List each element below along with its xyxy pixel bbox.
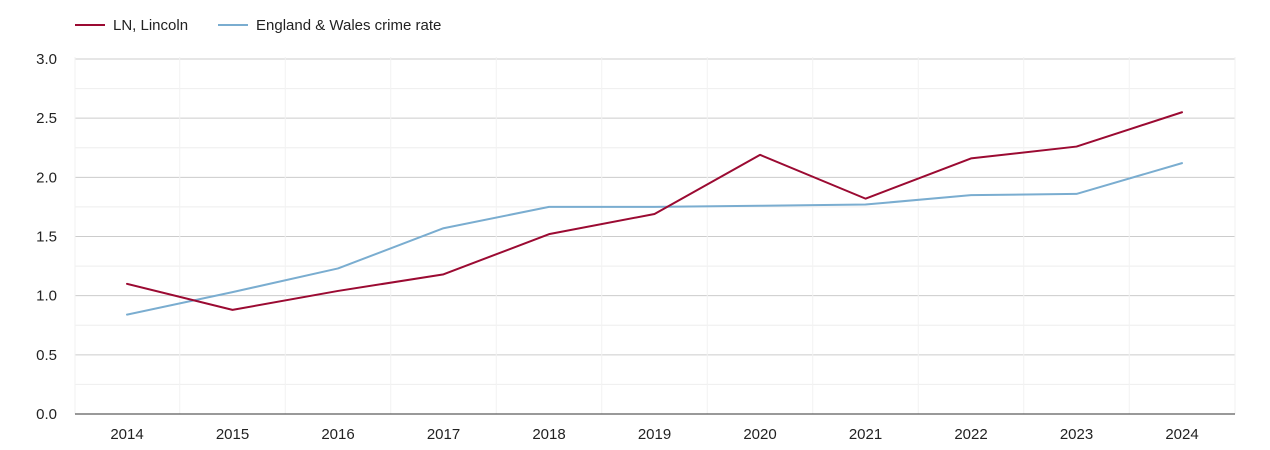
grid-lines	[74, 57, 1236, 414]
x-tick-label: 2022	[954, 426, 987, 443]
legend-item[interactable]: LN, Lincoln	[75, 17, 188, 34]
y-tick-label: 0.5	[36, 347, 57, 364]
x-tick-label: 2021	[849, 426, 882, 443]
x-tick-label: 2015	[216, 426, 249, 443]
x-tick-label: 2014	[110, 426, 143, 443]
y-tick-label: 3.0	[36, 51, 57, 68]
x-tick-label: 2020	[743, 426, 776, 443]
x-tick-label: 2017	[427, 426, 460, 443]
x-tick-label: 2018	[532, 426, 565, 443]
x-tick-label: 2023	[1060, 426, 1093, 443]
series-line-lincoln	[126, 111, 1183, 311]
y-tick-label: 1.0	[36, 288, 57, 305]
x-tick-label: 2019	[638, 426, 671, 443]
y-tick-label: 0.0	[36, 406, 57, 423]
legend: LN, Lincoln England & Wales crime rate	[75, 17, 441, 34]
legend-label: LN, Lincoln	[113, 17, 188, 34]
y-tick-labels: 0.0 0.5 1.0 1.5 2.0 2.5 3.0	[36, 51, 57, 423]
y-tick-label: 2.0	[36, 169, 57, 186]
x-tick-labels: 2014 2015 2016 2017 2018 2019 2020 2021 2022 2023…	[110, 426, 1198, 443]
legend-label: England & Wales crime rate	[256, 17, 441, 34]
legend-item[interactable]: England & Wales crime rate	[218, 17, 441, 34]
series-lines	[126, 111, 1183, 316]
y-tick-label: 2.5	[36, 110, 57, 127]
x-tick-label: 2016	[321, 426, 354, 443]
y-tick-label: 1.5	[36, 229, 57, 246]
series-line-england-wales	[126, 162, 1183, 316]
x-tick-label: 2024	[1165, 426, 1198, 443]
